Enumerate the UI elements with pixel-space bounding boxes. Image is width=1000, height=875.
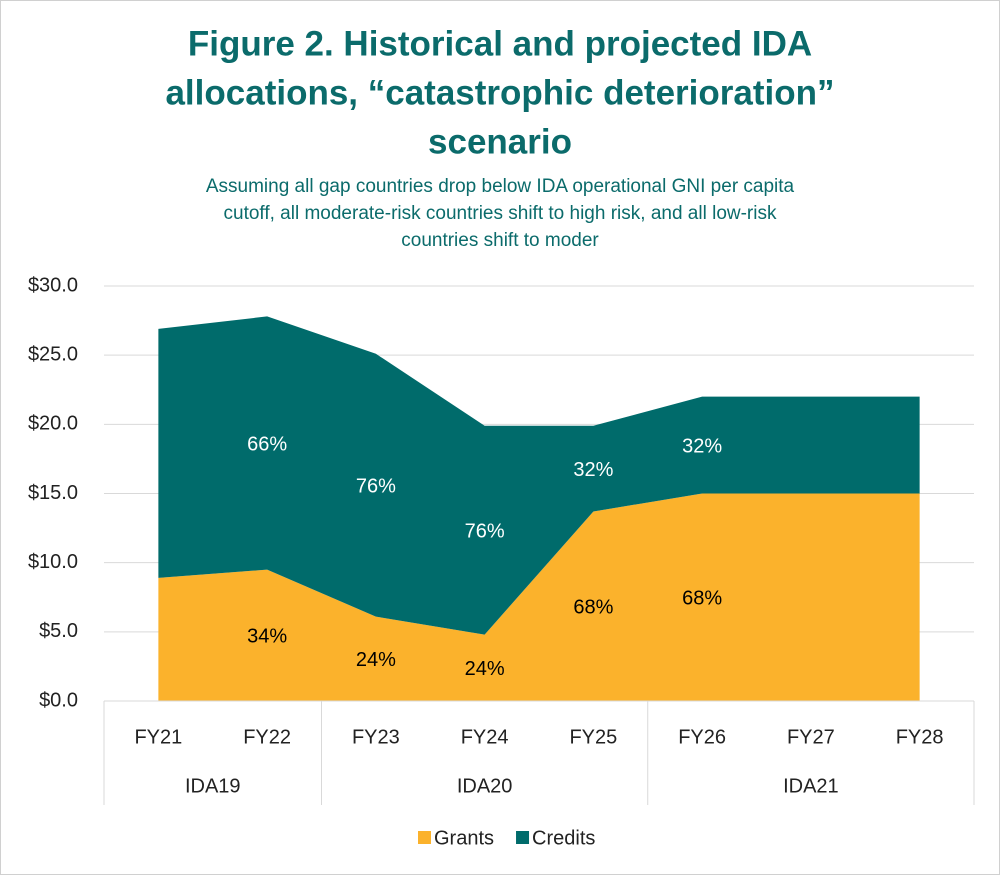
area [158, 316, 920, 635]
x-tick-label: FY27 [787, 726, 835, 748]
share-label: 66% [247, 433, 287, 455]
group-label: IDA19 [185, 775, 241, 797]
x-tick-label: FY28 [896, 726, 944, 748]
y-tick-label: $20.0 [28, 413, 78, 435]
x-tick-label: FY21 [134, 726, 182, 748]
share-label: 76% [356, 475, 396, 497]
chart-subtitle: Assuming all gap countries drop below ID… [206, 176, 795, 197]
chart-title: allocations, “catastrophic deterioration… [165, 73, 834, 112]
chart-subtitle: countries shift to moder [401, 230, 599, 251]
y-tick-label: $5.0 [39, 620, 78, 642]
legend-label: Grants [434, 827, 494, 849]
legend-swatch [516, 831, 530, 844]
legend-label: Credits [532, 827, 595, 849]
share-label: 68% [573, 597, 613, 619]
x-tick-label: FY22 [243, 726, 291, 748]
y-tick-label: $30.0 [28, 274, 78, 296]
share-label: 32% [573, 459, 613, 481]
chart-title: Figure 2. Historical and projected IDA [188, 24, 812, 63]
y-tick-label: $25.0 [28, 343, 78, 365]
share-label: 32% [682, 435, 722, 457]
share-label: 24% [465, 658, 505, 680]
legend-swatch [418, 831, 431, 844]
x-tick-label: FY24 [461, 726, 509, 748]
share-label: 34% [247, 626, 287, 648]
y-tick-label: $15.0 [28, 482, 78, 504]
share-label: 76% [465, 520, 505, 542]
group-label: IDA20 [457, 775, 513, 797]
share-label: 24% [356, 649, 396, 671]
group-label: IDA21 [783, 775, 839, 797]
share-label: 68% [682, 588, 722, 610]
chart-subtitle: cutoff, all moderate-risk countries shif… [224, 203, 777, 224]
chart-title: scenario [428, 122, 572, 161]
area [158, 493, 920, 701]
x-tick-label: FY26 [678, 726, 726, 748]
x-tick-label: FY23 [352, 726, 400, 748]
y-tick-label: $0.0 [39, 689, 78, 711]
x-tick-label: FY25 [569, 726, 617, 748]
y-tick-label: $10.0 [28, 551, 78, 573]
